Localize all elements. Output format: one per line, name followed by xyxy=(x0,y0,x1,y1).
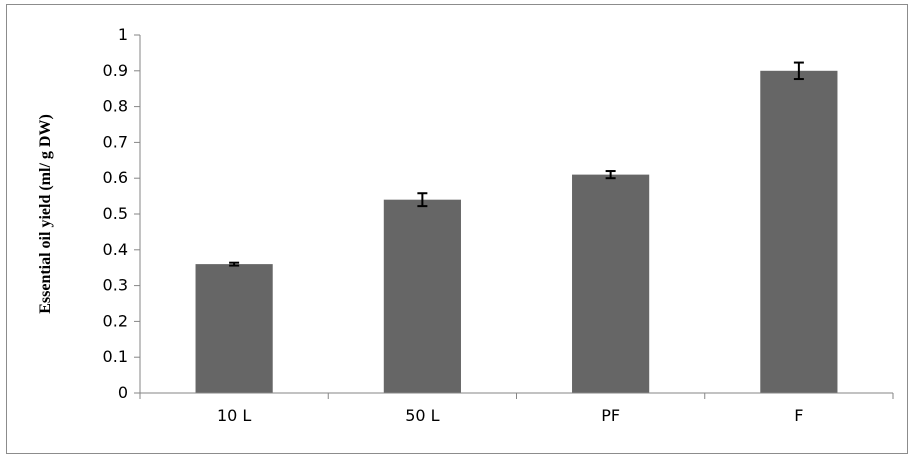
bar-50l xyxy=(383,199,461,393)
bar-10l xyxy=(195,264,273,393)
bar-pf xyxy=(572,174,650,393)
y-axis-title: Essential oil yield (ml/ g DW) xyxy=(37,114,54,314)
x-tick-label: F xyxy=(794,406,803,425)
error-bar xyxy=(605,170,616,180)
x-tick-label: 10 L xyxy=(217,406,251,425)
x-axis-ticks: 10 L 50 L PF F xyxy=(139,393,894,425)
error-bar xyxy=(417,192,428,208)
x-tick-label: PF xyxy=(601,406,620,425)
bar-f xyxy=(760,70,838,394)
error-bar xyxy=(793,61,804,81)
y-tick-label: 0.7 xyxy=(103,132,128,151)
x-tick-label: 50 L xyxy=(405,406,439,425)
y-tick-label: 0.3 xyxy=(103,276,128,295)
y-tick-label: 1 xyxy=(118,25,128,44)
y-tick-label: 0.2 xyxy=(103,311,128,330)
y-tick-label: 0.8 xyxy=(103,97,128,116)
y-tick-label: 0 xyxy=(118,383,128,402)
y-tick-label: 0.5 xyxy=(103,204,128,223)
y-tick-label: 0.6 xyxy=(103,168,128,187)
y-tick-label: 0.9 xyxy=(103,61,128,80)
y-tick-label: 0.1 xyxy=(103,347,128,366)
error-bar xyxy=(229,261,240,267)
y-axis-ticks: 0 0.1 0.2 0.3 0.4 0.5 0.6 0.7 0.8 0.9 1 xyxy=(103,25,140,402)
bars xyxy=(195,61,838,394)
y-tick-label: 0.4 xyxy=(103,240,128,259)
